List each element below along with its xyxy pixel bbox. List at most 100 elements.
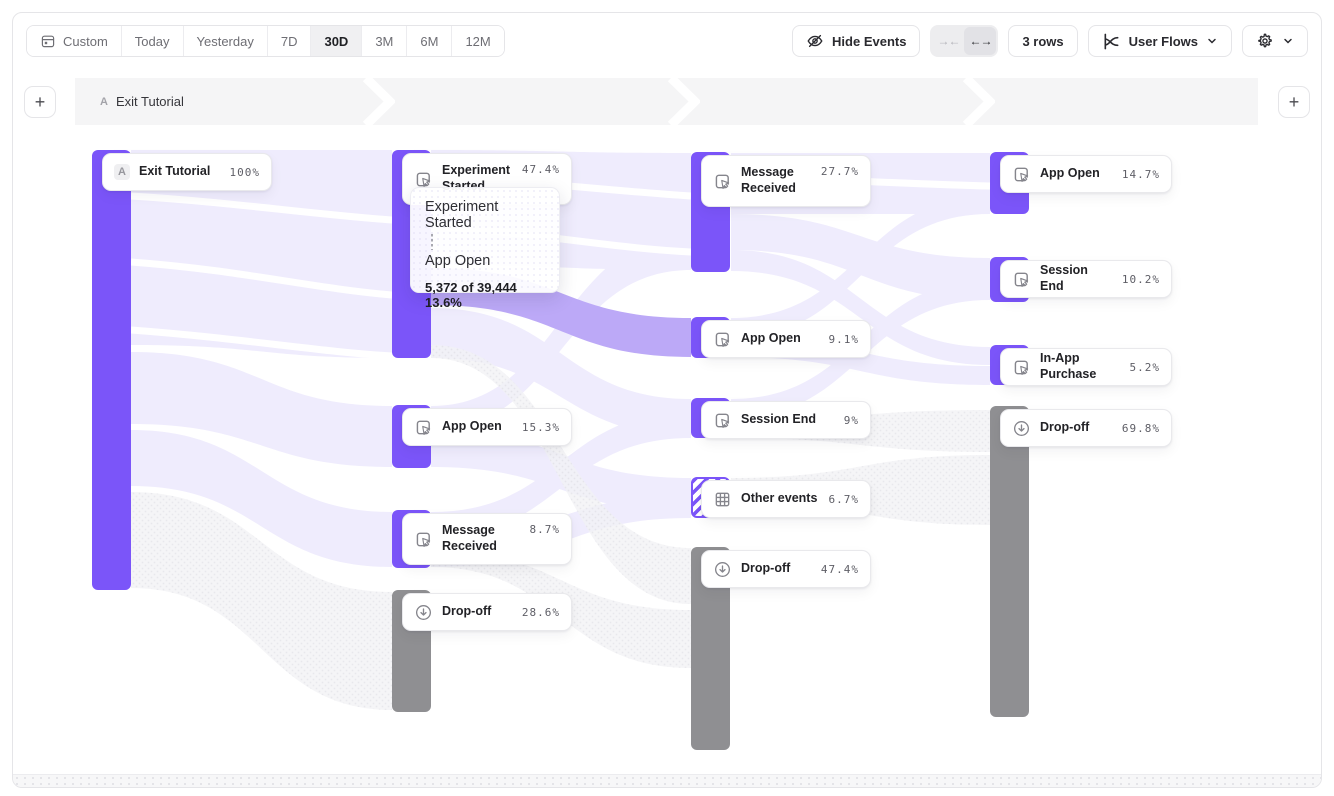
event-icon	[1012, 270, 1031, 289]
flow-ribbon[interactable]	[731, 250, 990, 365]
node-percentage: 28.6%	[521, 605, 560, 619]
add-step-right-button[interactable]: +	[1278, 86, 1310, 118]
flow-ribbon[interactable]	[131, 352, 392, 467]
chevron-down-icon	[1206, 35, 1218, 47]
plus-icon: +	[34, 92, 46, 112]
node-card-in-app-purchase-4[interactable]: In-App Purchase 5.2%	[1000, 348, 1172, 386]
tooltip-source-event: Experiment Started	[425, 199, 499, 231]
node-bar-exit-tutorial[interactable]	[92, 150, 131, 590]
node-label: App Open	[442, 419, 502, 434]
step-chevron-icon	[668, 78, 700, 125]
node-percentage: 15.3%	[521, 420, 560, 434]
date-range-12m[interactable]: 12M	[452, 26, 504, 56]
node-card-app-open-2[interactable]: App Open 15.3%	[402, 408, 572, 446]
node-card-app-open-4[interactable]: App Open 14.7%	[1000, 155, 1172, 193]
event-icon	[1012, 165, 1031, 184]
date-range-today[interactable]: Today	[121, 26, 184, 56]
event-icon	[713, 411, 732, 430]
node-label: Drop-off	[442, 604, 492, 619]
node-percentage: 9%	[843, 413, 859, 427]
node-label: Other events	[741, 491, 818, 506]
plus-icon: +	[1288, 92, 1300, 112]
node-percentage: 8.7%	[529, 523, 560, 536]
node-percentage: 10.2%	[1121, 272, 1160, 286]
flow-ribbon[interactable]	[131, 430, 392, 567]
node-label: Message Received	[442, 523, 497, 553]
user-flows-chart-icon	[1102, 32, 1121, 51]
node-label: App Open	[741, 331, 801, 346]
step-badge: A	[100, 95, 108, 108]
date-range-yesterday[interactable]: Yesterday	[183, 26, 268, 56]
view-type-label: User Flows	[1128, 33, 1198, 49]
hide-events-label: Hide Events	[832, 33, 907, 49]
rows-button[interactable]: 3 rows	[1008, 25, 1078, 57]
tooltip-target-event: App Open	[425, 253, 491, 269]
tooltip-stat: 5,372 of 39,444 13.6%	[425, 280, 517, 310]
other-events-grid-icon	[713, 490, 732, 509]
drop-off-icon	[1012, 419, 1031, 438]
tooltip-connector	[431, 234, 433, 250]
expand-columns-button[interactable]: ←→	[964, 27, 997, 55]
node-card-drop-off-3[interactable]: Drop-off 47.4%	[701, 550, 871, 588]
flow-ribbon[interactable]	[431, 345, 691, 604]
collapse-columns-button[interactable]: →←	[932, 27, 964, 55]
node-percentage: 69.8%	[1121, 421, 1160, 435]
node-percentage: 27.7%	[820, 165, 859, 178]
node-card-drop-off-4[interactable]: Drop-off 69.8%	[1000, 409, 1172, 447]
rows-label: 3 rows	[1022, 33, 1064, 49]
node-percentage: 6.7%	[828, 492, 859, 506]
date-range-6m[interactable]: 6M	[407, 26, 453, 56]
event-icon	[713, 172, 732, 191]
column-width-toggle: →← ←→	[930, 25, 999, 57]
node-label: App Open	[1040, 166, 1100, 181]
date-range-30d[interactable]: 30D	[311, 26, 363, 56]
settings-button[interactable]	[1242, 25, 1308, 57]
step-a-badge: A	[114, 164, 130, 180]
date-range-7d[interactable]: 7D	[267, 26, 312, 56]
hide-events-button[interactable]: Hide Events	[792, 25, 921, 57]
chevron-down-icon	[1282, 35, 1294, 47]
date-range-group: Custom Today Yesterday 7D 30D 3M 6M 12M	[26, 25, 505, 57]
collapse-columns-icon: →←	[937, 34, 960, 48]
node-card-app-open-3[interactable]: App Open 9.1%	[701, 320, 871, 358]
node-percentage: 9.1%	[828, 332, 859, 346]
step-label: Exit Tutorial	[115, 94, 184, 109]
date-range-custom[interactable]: Custom	[27, 26, 122, 56]
node-card-session-end-3[interactable]: Session End 9%	[701, 401, 871, 439]
event-icon	[1012, 358, 1031, 377]
calendar-icon	[40, 33, 56, 49]
node-card-message-received-3[interactable]: Message Received 27.7%	[701, 155, 871, 207]
eye-off-icon	[806, 32, 824, 50]
node-card-other-events-3[interactable]: Other events 6.7%	[701, 480, 871, 518]
step-chevron-icon	[963, 78, 995, 125]
node-label: Session End	[1040, 263, 1088, 293]
node-card-exit-tutorial[interactable]: A Exit Tutorial 100%	[102, 153, 272, 191]
event-icon	[713, 330, 732, 349]
node-percentage: 47.4%	[521, 163, 560, 176]
node-percentage: 14.7%	[1121, 167, 1160, 181]
node-label: Drop-off	[1040, 420, 1090, 435]
flow-ribbon[interactable]	[731, 196, 990, 338]
node-card-drop-off-2[interactable]: Drop-off 28.6%	[402, 593, 572, 631]
view-type-dropdown[interactable]: User Flows	[1087, 25, 1232, 57]
node-percentage: 47.4%	[820, 562, 859, 576]
event-icon	[414, 530, 433, 549]
node-label: Session End	[741, 412, 817, 427]
date-range-label: Custom	[63, 33, 108, 49]
step-a: A Exit Tutorial	[100, 78, 184, 125]
node-bar-drop-off-4[interactable]	[990, 406, 1029, 717]
node-card-message-received-2[interactable]: Message Received 8.7%	[402, 513, 572, 565]
flow-ribbon[interactable]	[431, 235, 691, 430]
node-label: Drop-off	[741, 561, 791, 576]
flow-ribbon[interactable]	[131, 492, 392, 710]
toolbar-right: Hide Events →← ←→ 3 rows User Flows	[792, 25, 1308, 57]
flow-ribbon[interactable]	[431, 308, 691, 436]
node-card-session-end-4[interactable]: Session End 10.2%	[1000, 260, 1172, 298]
date-range-3m[interactable]: 3M	[362, 26, 408, 56]
flow-tooltip: Experiment Started App Open 5,372 of 39,…	[410, 187, 560, 310]
step-header[interactable]: A Exit Tutorial	[75, 78, 1258, 125]
add-step-left-button[interactable]: +	[24, 86, 56, 118]
gear-icon	[1256, 32, 1274, 50]
node-percentage: 100%	[229, 165, 260, 179]
